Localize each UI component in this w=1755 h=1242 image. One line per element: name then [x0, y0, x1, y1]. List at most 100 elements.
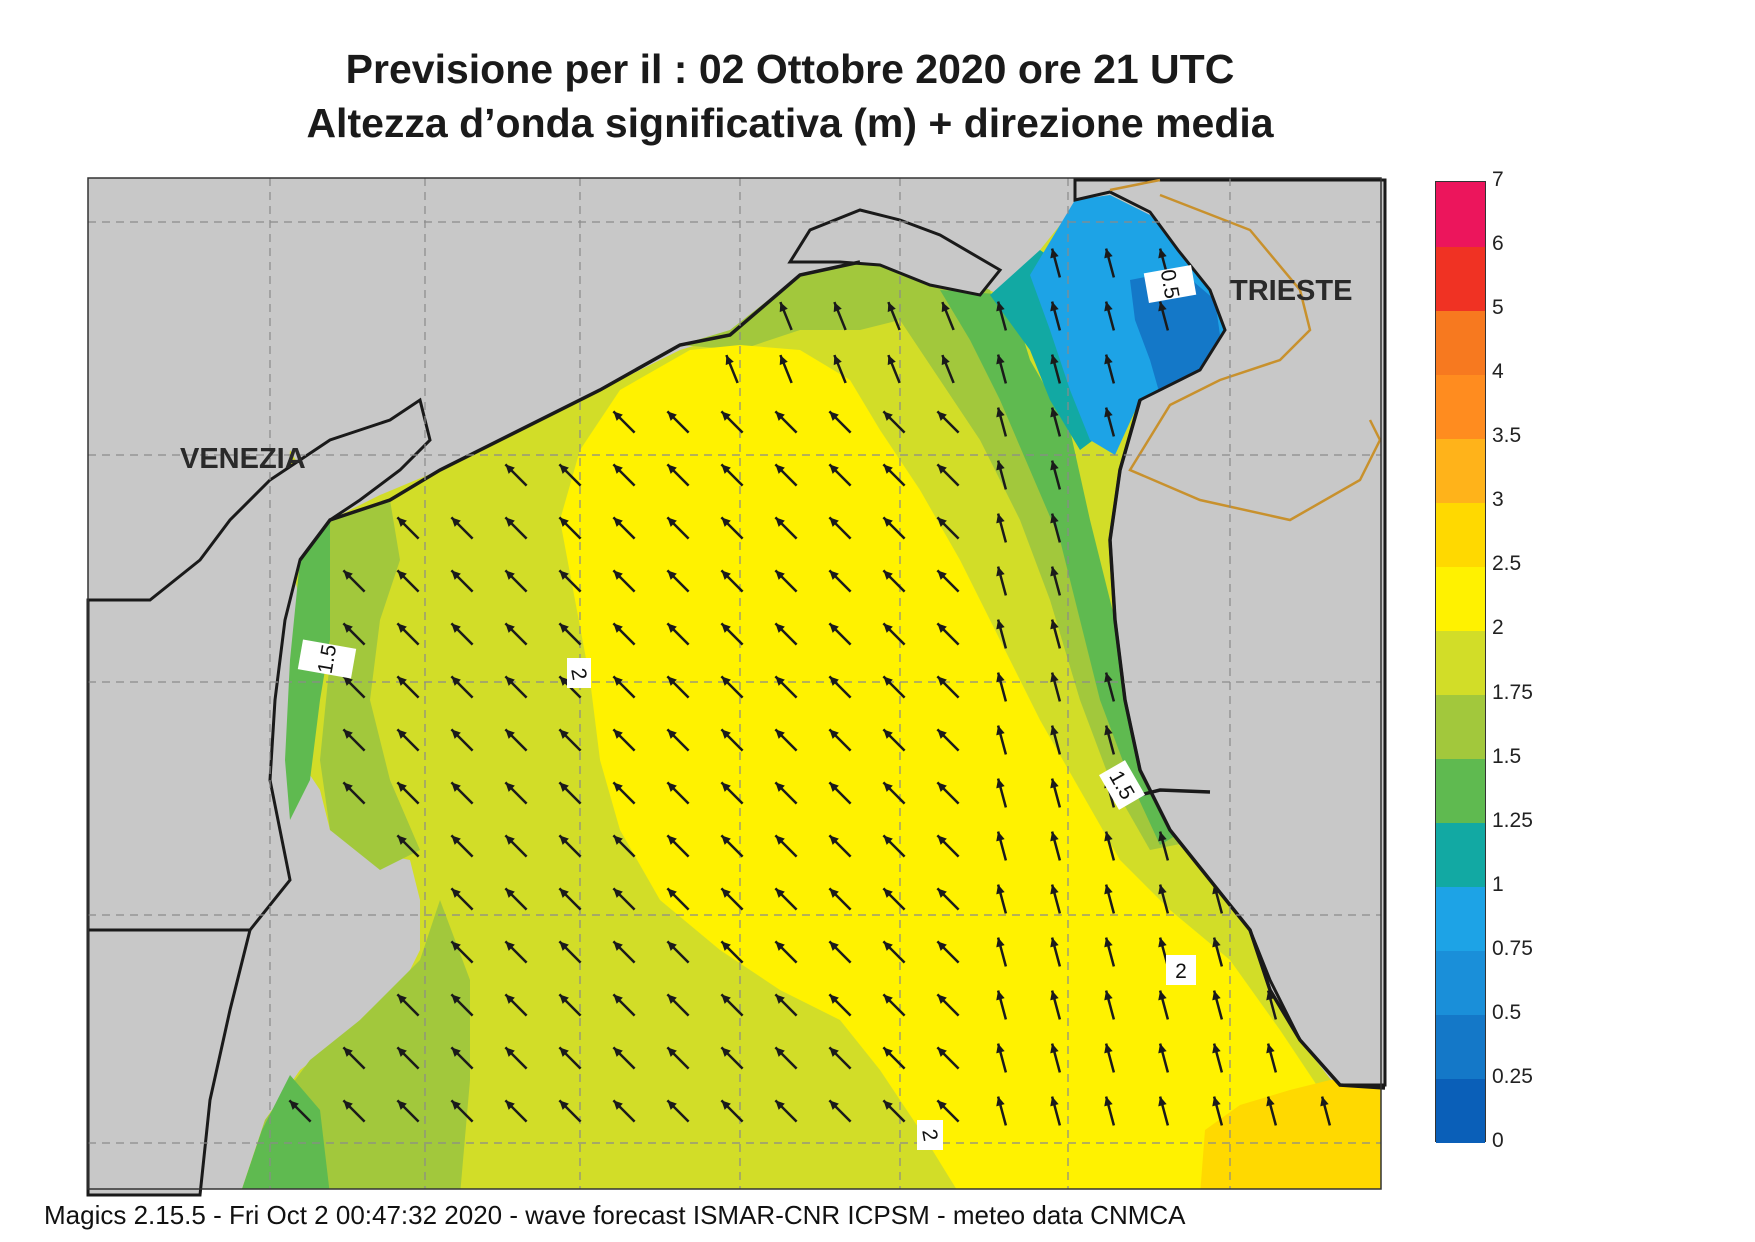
wave-arrow-head [775, 570, 785, 580]
wave-arrow-head [397, 623, 407, 633]
wave-arrow-head [1104, 884, 1113, 895]
wave-arrow-head [505, 676, 515, 686]
wave-arrow-head [941, 302, 950, 313]
wave-arrow-head [613, 570, 623, 580]
band-1-25 [940, 290, 1185, 845]
wave-arrow-head [996, 1043, 1005, 1054]
colorbar-segment [1436, 822, 1485, 888]
wave-arrow-head [1104, 301, 1113, 312]
wave-arrow-head [559, 623, 569, 633]
wave-arrow-head [775, 994, 785, 1004]
wave-arrow-head [1050, 990, 1059, 1001]
wave-arrow-head [505, 464, 515, 474]
wave-arrow-head [996, 884, 1005, 895]
wave-arrow-head [775, 1100, 785, 1110]
wave-arrow-head [829, 782, 839, 792]
wave-arrow-head [1050, 937, 1059, 948]
wave-arrow-head [721, 888, 731, 898]
wave-arrow-head [883, 1100, 893, 1110]
colorbar-segment [1436, 694, 1485, 760]
wave-arrow-head [1320, 1096, 1329, 1107]
wave-arrow-head [559, 1047, 569, 1057]
wave-arrow-head [613, 1047, 623, 1057]
wave-arrow-head [1212, 1043, 1221, 1054]
wave-arrow-head [667, 888, 677, 898]
wave-arrow-head [775, 517, 785, 527]
wave-arrow-head [667, 464, 677, 474]
wave-arrow-head [829, 464, 839, 474]
wave-arrow-head [829, 1100, 839, 1110]
wave-arrow-head [613, 888, 623, 898]
wave-arrow-head [937, 729, 947, 739]
wave-arrow-head [829, 1047, 839, 1057]
wave-arrow-head [829, 570, 839, 580]
colorbar-tick-label: 4 [1492, 360, 1504, 384]
wave-arrow-head [883, 994, 893, 1004]
wave-arrow-head [667, 994, 677, 1004]
colorbar-tick-label: 1.25 [1492, 808, 1533, 832]
wave-arrow-head [667, 623, 677, 633]
colorbar-tick-label: 2 [1492, 616, 1504, 640]
wave-arrow-head [1158, 1096, 1167, 1107]
wave-arrow-head [721, 411, 731, 421]
wave-arrow-head [1104, 990, 1113, 1001]
wave-arrow-head [996, 725, 1005, 736]
wave-arrow-head [887, 355, 896, 366]
wave-arrow-head [613, 517, 623, 527]
wave-arrow-head [667, 1047, 677, 1057]
wave-arrow-head [937, 835, 947, 845]
wave-arrow-head [721, 835, 731, 845]
wave-arrow-head [559, 570, 569, 580]
border-line [1109, 178, 1382, 522]
wave-arrow-head [1104, 831, 1113, 842]
wave-arrow-head [1266, 990, 1275, 1001]
wave-arrow-head [667, 1100, 677, 1110]
wave-arrow-head [667, 941, 677, 951]
colorbar-tick-label: 0.5 [1492, 1000, 1522, 1024]
wave-arrow-head [451, 994, 461, 1004]
wave-arrow-head [613, 941, 623, 951]
wave-arrow-head [505, 729, 515, 739]
wave-arrow-head [613, 676, 623, 686]
wave-arrow-head [505, 1100, 515, 1110]
svg-text:2: 2 [566, 666, 591, 682]
wave-arrow-head [1104, 725, 1113, 736]
wave-arrow-head [996, 778, 1005, 789]
wave-arrow-head [829, 411, 839, 421]
wave-arrow-head [343, 729, 353, 739]
colorbar-segment [1436, 374, 1485, 439]
wave-arrow-head [505, 994, 515, 1004]
wave-arrow-head [559, 941, 569, 951]
colorbar-tick-label: 6 [1492, 232, 1504, 256]
wave-arrow-head [829, 941, 839, 951]
wave-arrow-head [505, 782, 515, 792]
wave-arrow-head [451, 729, 461, 739]
wave-arrow-head [775, 835, 785, 845]
wave-arrow-head [613, 729, 623, 739]
svg-text:2: 2 [917, 1127, 942, 1143]
wave-arrow-head [1050, 619, 1059, 630]
wave-arrow-head [343, 782, 353, 792]
map-subtitle: Altezza d’onda significativa (m) + direz… [306, 100, 1274, 146]
wave-arrow-head [613, 1100, 623, 1110]
wave-arrow-head [887, 302, 896, 313]
wave-arrow-head [397, 782, 407, 792]
wave-arrow-head [559, 835, 569, 845]
wave-arrow-head [996, 301, 1005, 312]
wave-arrow-head [343, 570, 353, 580]
wave-arrow-head [996, 619, 1005, 630]
wave-arrow-head [667, 570, 677, 580]
wave-arrow-head [937, 941, 947, 951]
wave-arrow-head [343, 1047, 353, 1057]
wave-direction-arrows [288, 248, 1332, 1126]
wave-arrow-head [289, 1100, 299, 1110]
colorbar-segment [1436, 310, 1485, 375]
wave-arrow-head [1050, 460, 1059, 471]
wave-arrow-head [451, 676, 461, 686]
wave-arrow-head [1050, 725, 1059, 736]
wave-arrow-head [451, 570, 461, 580]
wave-arrow-head [1050, 407, 1059, 418]
wave-arrow-head [613, 994, 623, 1004]
wave-arrow-head [779, 302, 788, 313]
